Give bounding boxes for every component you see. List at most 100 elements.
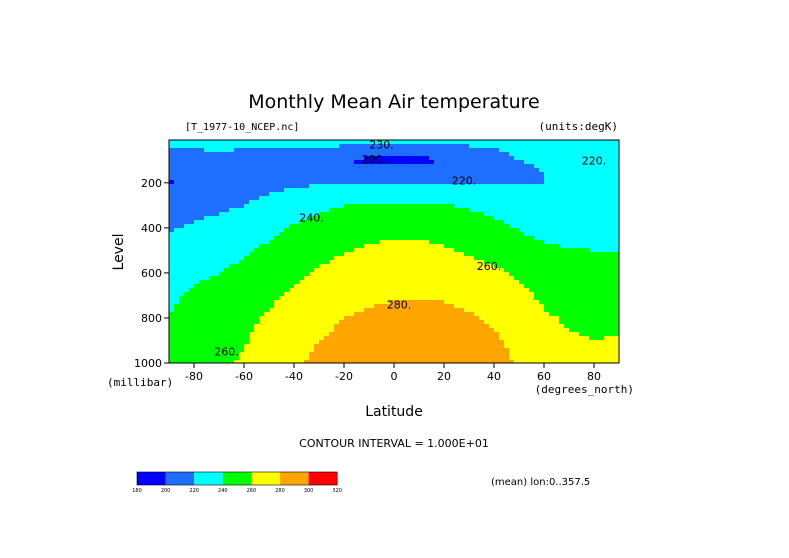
field-cell: [529, 180, 535, 185]
field-cell: [364, 156, 370, 161]
field-cell: [379, 252, 385, 257]
field-cell: [199, 168, 205, 173]
field-cell: [559, 204, 565, 209]
field-cell: [229, 256, 235, 261]
field-cell: [359, 332, 365, 337]
field-cell: [269, 256, 275, 261]
field-cell: [399, 260, 405, 265]
field-cell: [424, 168, 430, 173]
field-cell: [249, 236, 255, 241]
field-cell: [184, 360, 190, 363]
field-cell: [234, 328, 240, 333]
field-cell: [364, 260, 370, 265]
field-cell: [589, 212, 595, 217]
field-cell: [459, 196, 465, 201]
field-cell: [594, 208, 600, 213]
field-cell: [539, 156, 545, 161]
field-cell: [284, 304, 290, 309]
field-cell: [309, 232, 315, 237]
field-cell: [544, 144, 550, 149]
field-cell: [554, 272, 560, 277]
field-cell: [319, 168, 325, 173]
field-cell: [319, 284, 325, 289]
field-cell: [464, 296, 470, 301]
field-cell: [424, 260, 430, 265]
field-cell: [234, 236, 240, 241]
field-cell: [374, 228, 380, 233]
field-cell: [414, 284, 420, 289]
field-cell: [379, 276, 385, 281]
field-cell: [359, 140, 365, 145]
field-cell: [569, 312, 575, 317]
field-cell: [384, 272, 390, 277]
field-cell: [344, 148, 350, 153]
field-cell: [529, 196, 535, 201]
field-cell: [309, 240, 315, 245]
field-cell: [484, 304, 490, 309]
field-cell: [179, 352, 185, 357]
field-cell: [599, 184, 605, 189]
field-cell: [204, 240, 210, 245]
field-cell: [584, 140, 590, 145]
field-cell: [169, 204, 175, 209]
field-cell: [564, 260, 570, 265]
field-cell: [269, 260, 275, 265]
field-cell: [399, 340, 405, 345]
field-cell: [294, 268, 300, 273]
field-cell: [364, 352, 370, 357]
field-cell: [459, 280, 465, 285]
field-cell: [264, 224, 270, 229]
field-cell: [304, 212, 310, 217]
field-cell: [494, 244, 500, 249]
field-cell: [529, 320, 535, 325]
field-cell: [474, 192, 480, 197]
field-cell: [399, 212, 405, 217]
field-cell: [429, 276, 435, 281]
field-cell: [549, 356, 555, 361]
field-cell: [589, 308, 595, 313]
field-cell: [494, 304, 500, 309]
field-cell: [414, 204, 420, 209]
field-cell: [224, 292, 230, 297]
field-cell: [479, 152, 485, 157]
field-cell: [219, 336, 225, 341]
field-cell: [524, 200, 530, 205]
field-cell: [594, 236, 600, 241]
field-cell: [324, 236, 330, 241]
field-cell: [234, 336, 240, 341]
field-cell: [614, 152, 619, 157]
field-cell: [334, 196, 340, 201]
field-cell: [309, 284, 315, 289]
field-cell: [249, 260, 255, 265]
field-cell: [324, 300, 330, 305]
field-cell: [554, 224, 560, 229]
field-cell: [334, 264, 340, 269]
field-cell: [294, 316, 300, 321]
field-cell: [179, 332, 185, 337]
field-cell: [259, 196, 265, 201]
field-cell: [214, 172, 220, 177]
field-cell: [219, 276, 225, 281]
field-cell: [494, 260, 500, 265]
field-cell: [324, 164, 330, 169]
field-cell: [349, 148, 355, 153]
field-cell: [559, 140, 565, 145]
field-cell: [404, 272, 410, 277]
field-cell: [429, 224, 435, 229]
field-cell: [189, 284, 195, 289]
field-cell: [389, 204, 395, 209]
field-cell: [414, 276, 420, 281]
field-cell: [559, 228, 565, 233]
field-cell: [599, 312, 605, 317]
field-cell: [374, 252, 380, 257]
field-cell: [494, 184, 500, 189]
field-cell: [359, 308, 365, 313]
field-cell: [259, 212, 265, 217]
field-cell: [419, 272, 425, 277]
field-cell: [594, 280, 600, 285]
field-cell: [219, 204, 225, 209]
field-cell: [524, 160, 530, 165]
field-cell: [584, 284, 590, 289]
field-cell: [249, 204, 255, 209]
field-cell: [269, 236, 275, 241]
